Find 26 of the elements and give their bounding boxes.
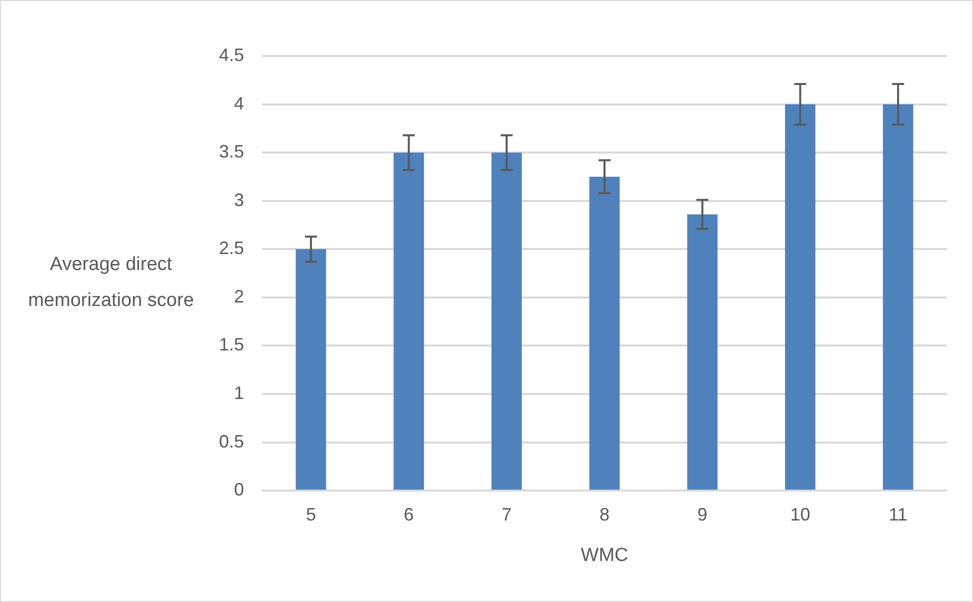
y-tick-label: 0.5: [218, 431, 244, 452]
x-tick-label: 5: [306, 504, 316, 524]
y-tick-label: 3: [234, 190, 244, 210]
y-tick-label: 1.5: [218, 334, 244, 355]
bar: [491, 152, 522, 490]
bar: [687, 214, 718, 490]
x-tick-label: 11: [888, 504, 908, 524]
y-tick-label: 3.5: [218, 142, 244, 162]
x-tick-label: 7: [502, 504, 512, 524]
y-tick-label: 2: [234, 286, 244, 306]
y-tick-label: 0: [234, 480, 244, 500]
y-axis-title: Average direct memorization score: [27, 253, 195, 313]
bar: [394, 152, 424, 490]
x-tick-label: 6: [404, 504, 414, 524]
y-tick-label: 1: [234, 382, 244, 403]
bar: [589, 176, 620, 490]
x-tick-label: 8: [600, 504, 610, 524]
bar: [296, 249, 326, 490]
x-tick-label: 10: [790, 504, 810, 524]
x-axis-title: WMC: [580, 544, 628, 566]
bar: [882, 104, 914, 490]
y-tick-label: 4: [234, 93, 244, 114]
bar: [785, 104, 816, 490]
y-tick-label: 2.5: [218, 238, 244, 258]
x-tick-label: 9: [697, 504, 708, 524]
y-tick-label: 4.5: [218, 44, 244, 65]
